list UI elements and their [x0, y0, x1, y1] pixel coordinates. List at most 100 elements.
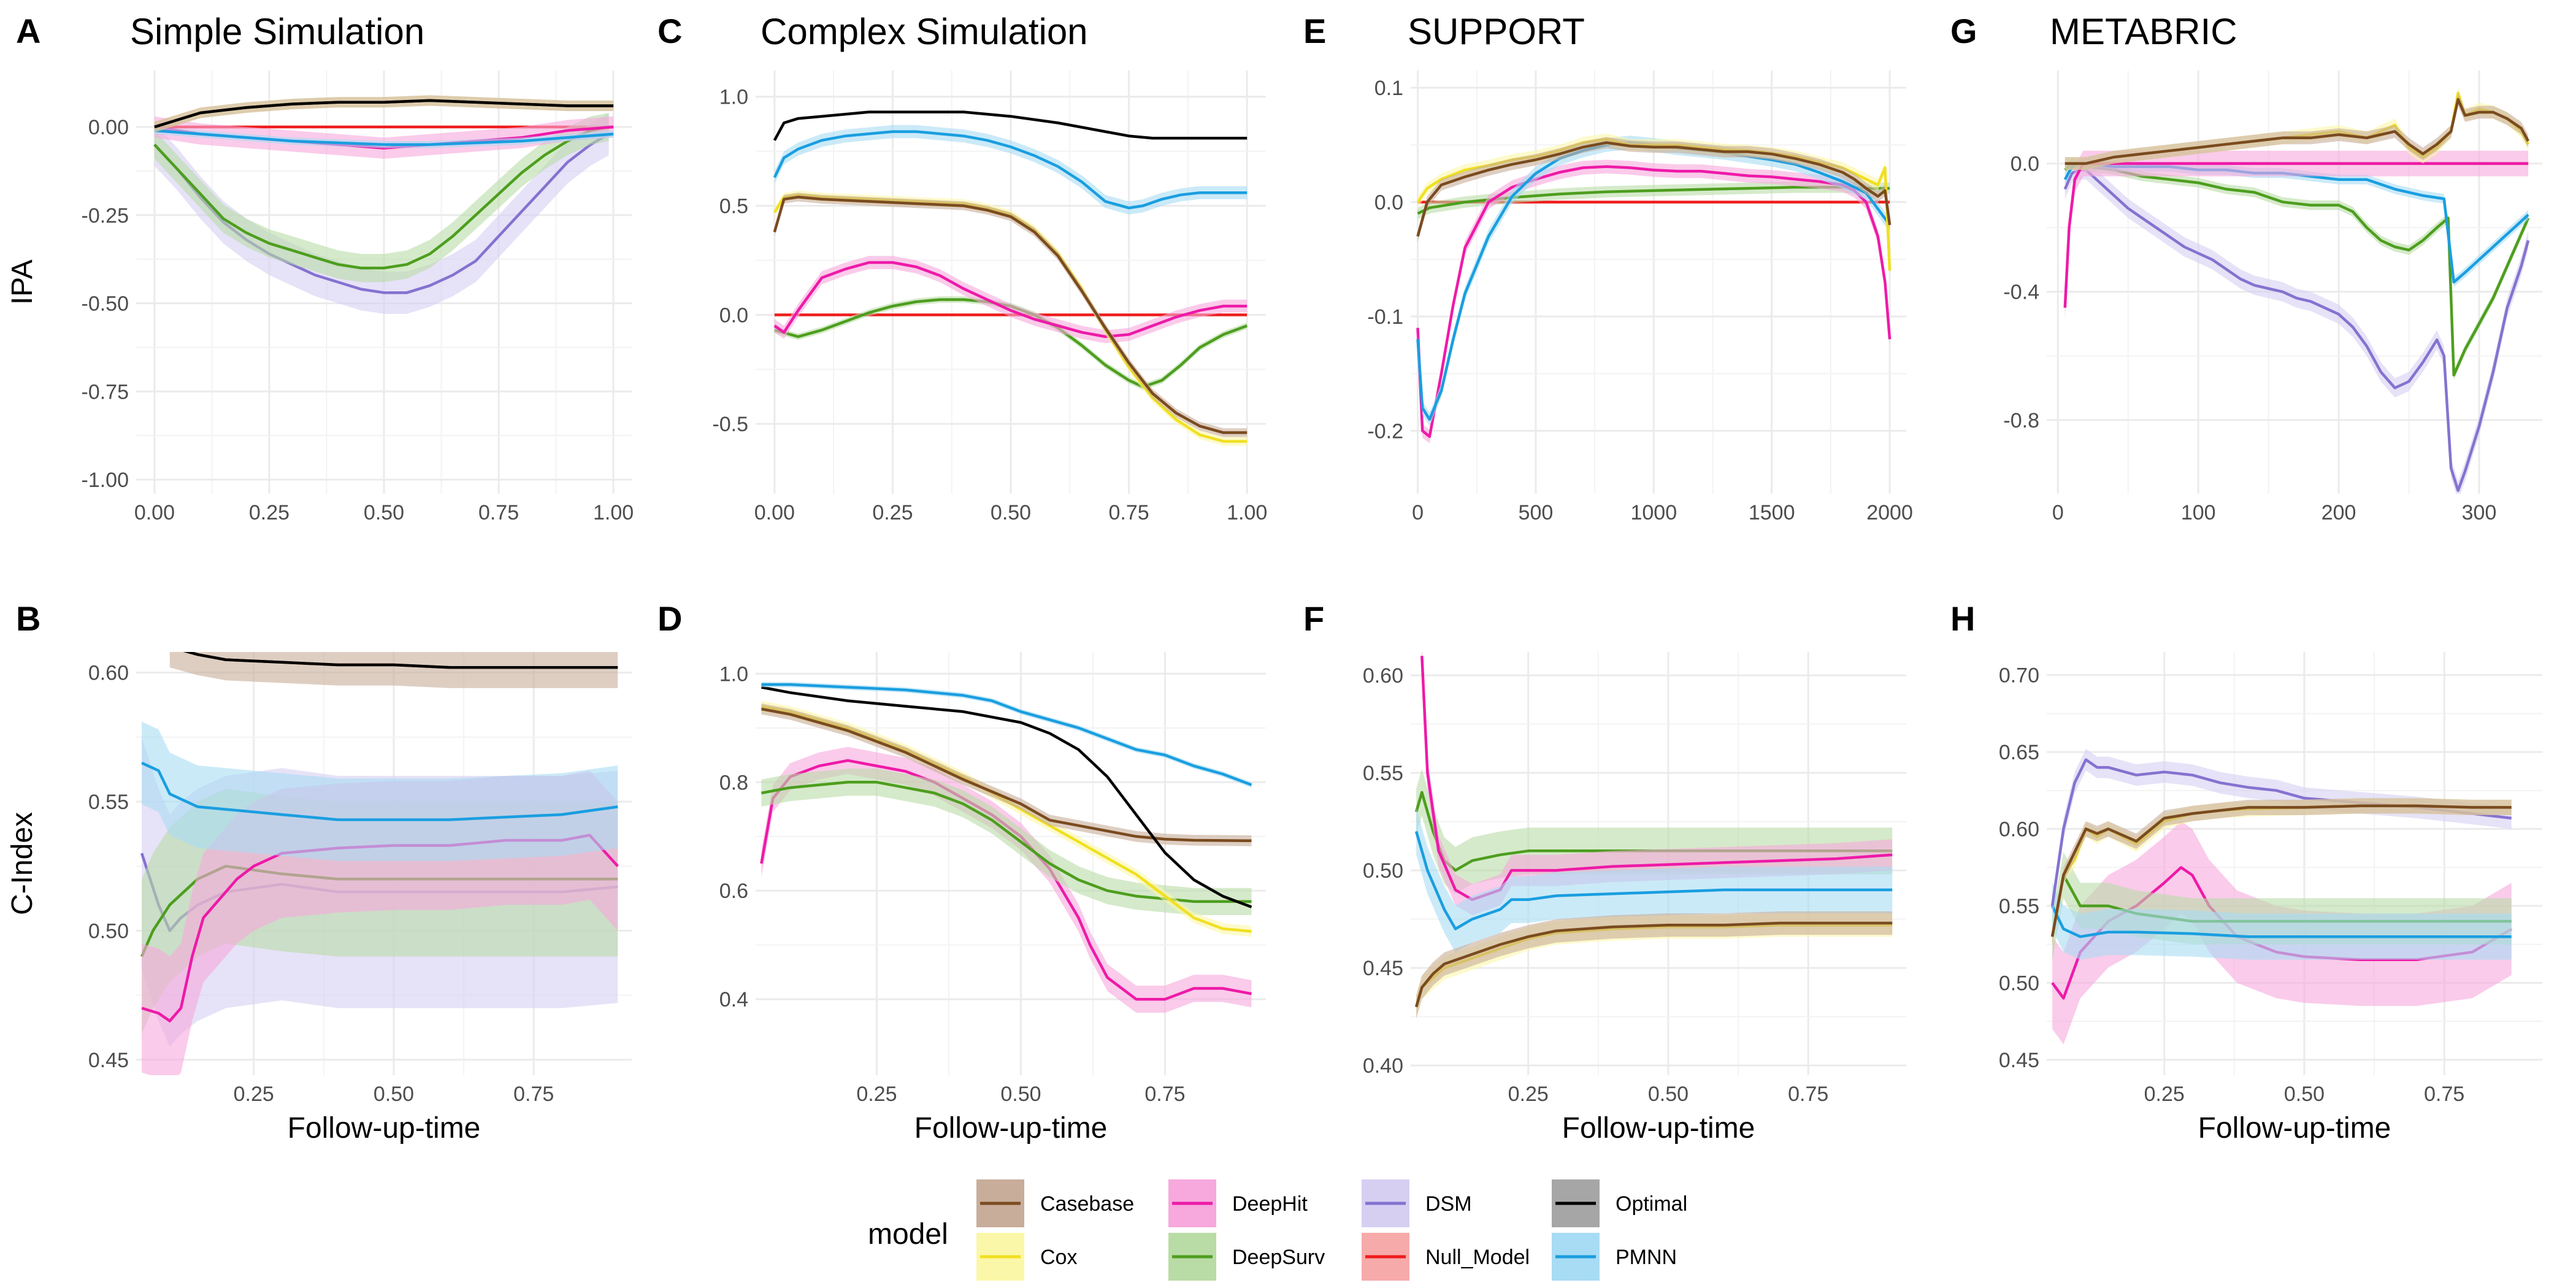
legend-label: Casebase [1040, 1192, 1134, 1216]
x-tick-label: 0.75 [1108, 501, 1149, 524]
series-band-deephit [154, 116, 614, 159]
series-band-deephit [1422, 652, 1893, 916]
legend-label: DeepHit [1232, 1192, 1308, 1216]
legend-label: PMNN [1616, 1246, 1677, 1269]
y-tick-label: 0.1 [1374, 77, 1403, 100]
panel-d: 0.25 0.50 0.75 0.4 0.6 0.8 1.0 D Follow-up-time [657, 599, 1266, 1144]
x-tick-label: 1000 [1630, 501, 1677, 524]
series-band-dsm [2052, 749, 2512, 917]
series-band-pmnn [774, 125, 1248, 215]
x-tick-label: 0.75 [1144, 1083, 1185, 1106]
series-line-pmnn [773, 130, 1248, 210]
y-tick-label: 0.45 [1363, 957, 1403, 980]
series-band-pmnn [2052, 883, 2512, 960]
x-axis-title: Follow-up-time [288, 1112, 481, 1144]
series-band-pmnn [142, 721, 618, 861]
panel-g: 0 100 200 300 -0.8 -0.4 0.0 G METABRIC [1950, 11, 2542, 524]
legend-label: Null_Model [1425, 1246, 1530, 1269]
x-tick-label: 0 [2052, 501, 2064, 524]
legend-item-dsm: DSM [1362, 1179, 1472, 1227]
series-line-optimal [773, 110, 1248, 141]
series-band-deepsurv [1417, 181, 1890, 220]
x-tick-label: 0.25 [2144, 1083, 2185, 1106]
series-band-deepsurv [154, 113, 609, 282]
series-line-optimal [761, 686, 1252, 908]
series-line-dsm [2063, 168, 2530, 493]
x-tick-label: 0.25 [856, 1083, 897, 1106]
x-tick-label: 0.25 [234, 1083, 274, 1106]
panel-h: 0.25 0.50 0.75 0.45 0.50 0.55 0.60 0.65 0.70 H Fol… [1950, 599, 2542, 1144]
y-tick-label: 0.0 [719, 304, 748, 327]
legend-title: model [868, 1218, 948, 1251]
plot-area [153, 95, 614, 314]
gridlines [1411, 71, 1906, 494]
plot-area [1414, 652, 1893, 1019]
legend-label: Cox [1040, 1246, 1077, 1269]
plot-area [760, 681, 1252, 1013]
x-axis-title: Follow-up-time [1562, 1112, 1755, 1144]
plot-area [140, 652, 619, 1075]
y-tick-label: 0.55 [1363, 762, 1403, 785]
series-line-deepsurv [153, 125, 610, 270]
y-tick-label: -0.2 [1367, 420, 1403, 443]
y-tick-label: 0.0 [2011, 153, 2039, 176]
x-tick-label: 200 [2321, 501, 2356, 524]
panel-title: SUPPORT [1408, 11, 1585, 52]
panel-letter: H [1950, 599, 1975, 638]
panel-letter: G [1950, 12, 1977, 50]
panel-letter: D [657, 599, 682, 638]
series-line-optimal [154, 99, 614, 129]
y-tick-label: -0.8 [2003, 409, 2039, 432]
panel-b: 0.25 0.50 0.75 0.45 0.50 0.55 0.60 B C-Index Foll… [6, 599, 632, 1144]
legend-item-deephit: DeepHit [1168, 1179, 1308, 1227]
series-line-pmnn [761, 683, 1252, 786]
series-line-deephit [2063, 162, 2529, 308]
series-line-casebase [761, 707, 1252, 843]
series-line-optimal [183, 652, 618, 669]
series-line-deephit [1420, 656, 1893, 902]
legend-item-pmnn: PMNN [1552, 1233, 1677, 1281]
x-tick-label: 2000 [1866, 501, 1913, 524]
x-axis-title: Follow-up-time [2198, 1112, 2391, 1144]
y-tick-label: 0.60 [1363, 664, 1403, 688]
y-tick-label: 0.45 [88, 1049, 129, 1072]
x-axis-title: Follow-up-time [914, 1112, 1108, 1144]
y-tick-label: 0.55 [1999, 895, 2039, 918]
plot-area [2063, 86, 2530, 494]
x-tick-label: 1.00 [593, 501, 634, 524]
plot-area [1416, 133, 1892, 443]
y-tick-label: -0.50 [82, 293, 129, 316]
y-tick-label: 0.8 [719, 771, 748, 794]
y-tick-label: 0.40 [1363, 1054, 1403, 1078]
y-tick-label: -0.4 [2003, 281, 2039, 304]
x-tick-label: 0.25 [249, 501, 289, 524]
plot-area [773, 110, 1248, 446]
series-line-pmnn [2051, 905, 2512, 938]
series-band-dsm [154, 113, 609, 314]
x-tick-label: 0.50 [1000, 1083, 1041, 1106]
y-tick-label: 0.45 [1999, 1049, 2039, 1072]
legend-label: DSM [1425, 1192, 1472, 1216]
series-band-pmnn [2064, 158, 2529, 287]
panel-c: 0.00 0.25 0.50 0.75 1.00 -0.5 0.0 0.5 1.0 C Comple… [657, 11, 1267, 524]
y-axis-title: C-Index [6, 812, 39, 915]
y-tick-label: -0.1 [1367, 305, 1403, 329]
series-band-deephit [2064, 150, 2529, 321]
y-axis-title: IPA [6, 259, 39, 305]
y-tick-label: 0.65 [1999, 741, 2039, 764]
panel-a: 0.00 0.25 0.50 0.75 1.00 -1.00 -0.75 -0.50 -0.25… [6, 11, 634, 524]
y-tick-label: -0.75 [82, 380, 129, 404]
panels-group: 0.00 0.25 0.50 0.75 1.00-1.00-0.75-0.50-0.25… [6, 11, 2542, 1144]
legend-label: DeepSurv [1232, 1246, 1325, 1269]
series-band-casebase [2052, 798, 2512, 945]
x-tick-label: 1.00 [1227, 501, 1267, 524]
legend-item-optimal: Optimal [1552, 1179, 1687, 1227]
y-tick-label: 0.6 [719, 880, 748, 903]
series-line-pmnn [1414, 830, 1893, 930]
legend-item-deepsurv: DeepSurv [1168, 1233, 1325, 1281]
y-tick-label: 0.4 [719, 988, 748, 1011]
x-tick-label: 0.00 [754, 501, 795, 524]
x-tick-label: 0.25 [872, 501, 913, 524]
y-tick-label: 0.00 [88, 116, 129, 139]
